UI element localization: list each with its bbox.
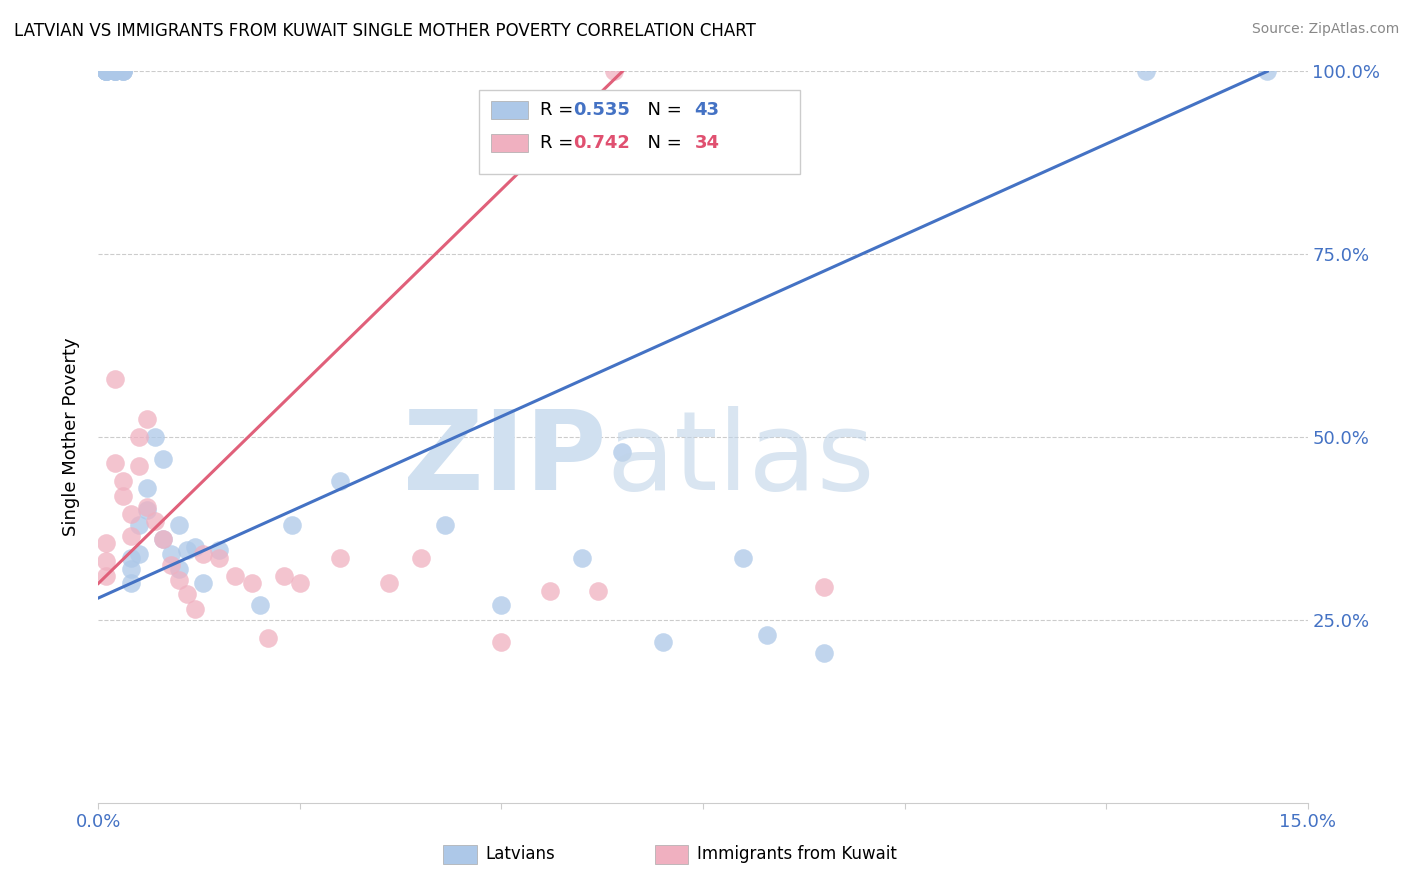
Point (135, 500, 157, 514)
Point (193, 576, 215, 591)
Point (167, 562, 190, 576)
Point (111, 489, 134, 503)
Point (103, 64, 125, 78)
Point (111, 64, 134, 78)
Text: R =: R = (540, 101, 579, 120)
Text: Source: ZipAtlas.com: Source: ZipAtlas.com (1251, 22, 1399, 37)
Point (193, 547, 215, 561)
Text: 0.742: 0.742 (574, 134, 630, 152)
Text: 34: 34 (695, 134, 720, 152)
Point (176, 543, 198, 558)
Point (96, 64, 118, 78)
Point (1256, 64, 1278, 78)
Point (273, 569, 295, 583)
Point (224, 569, 246, 583)
Point (1135, 64, 1157, 78)
Point (288, 576, 311, 591)
Point (111, 64, 134, 78)
Point (96, 64, 118, 78)
Point (756, 627, 779, 641)
FancyBboxPatch shape (443, 846, 477, 863)
Point (651, 635, 673, 649)
Point (128, 459, 150, 474)
Point (103, 456, 125, 470)
Point (208, 543, 231, 558)
Point (143, 430, 166, 444)
Text: atlas: atlas (606, 406, 875, 513)
Point (329, 550, 352, 565)
Text: Latvians: Latvians (485, 845, 555, 863)
Point (491, 599, 513, 613)
Point (434, 517, 457, 532)
Point (120, 507, 142, 521)
Point (96, 569, 118, 583)
Point (152, 533, 174, 547)
Point (491, 635, 513, 649)
Point (120, 576, 142, 591)
Text: ZIP: ZIP (404, 406, 606, 513)
Point (111, 474, 134, 488)
Point (120, 550, 142, 565)
Point (103, 64, 125, 78)
Text: LATVIAN VS IMMIGRANTS FROM KUWAIT SINGLE MOTHER POVERTY CORRELATION CHART: LATVIAN VS IMMIGRANTS FROM KUWAIT SINGLE… (14, 22, 756, 40)
Point (571, 550, 593, 565)
Point (128, 430, 150, 444)
Point (167, 517, 190, 532)
Point (96, 536, 118, 550)
Point (96, 64, 118, 78)
Point (152, 452, 174, 467)
Point (409, 550, 432, 565)
Point (167, 573, 190, 587)
Y-axis label: Single Mother Poverty: Single Mother Poverty (62, 338, 80, 536)
Point (135, 412, 157, 426)
Text: N =: N = (637, 101, 688, 120)
Text: Immigrants from Kuwait: Immigrants from Kuwait (697, 845, 897, 863)
Point (733, 550, 755, 565)
Point (208, 550, 231, 565)
Point (143, 514, 166, 528)
Point (184, 602, 207, 616)
Text: 43: 43 (695, 101, 720, 120)
Text: N =: N = (637, 134, 688, 152)
Point (96, 64, 118, 78)
Text: 0.535: 0.535 (574, 101, 630, 120)
Point (160, 558, 183, 573)
Point (240, 576, 263, 591)
Point (603, 64, 626, 78)
Point (103, 64, 125, 78)
Text: R =: R = (540, 134, 579, 152)
Point (176, 587, 198, 601)
Point (813, 646, 835, 660)
Point (135, 481, 157, 495)
Point (96, 64, 118, 78)
Point (152, 533, 174, 547)
Point (612, 444, 634, 458)
Point (586, 583, 609, 598)
Point (135, 503, 157, 517)
Point (120, 529, 142, 543)
Point (96, 64, 118, 78)
Point (184, 540, 207, 554)
Point (111, 64, 134, 78)
Point (103, 371, 125, 385)
Point (160, 547, 183, 561)
Point (249, 599, 271, 613)
FancyBboxPatch shape (492, 134, 527, 152)
Point (103, 64, 125, 78)
Point (329, 474, 352, 488)
Point (256, 632, 278, 646)
Point (96, 554, 118, 568)
Point (128, 517, 150, 532)
Point (538, 583, 561, 598)
FancyBboxPatch shape (492, 101, 527, 119)
FancyBboxPatch shape (479, 90, 800, 174)
Point (281, 517, 304, 532)
Point (813, 580, 835, 594)
Point (120, 562, 142, 576)
FancyBboxPatch shape (655, 846, 689, 863)
Point (377, 576, 399, 591)
Point (128, 547, 150, 561)
